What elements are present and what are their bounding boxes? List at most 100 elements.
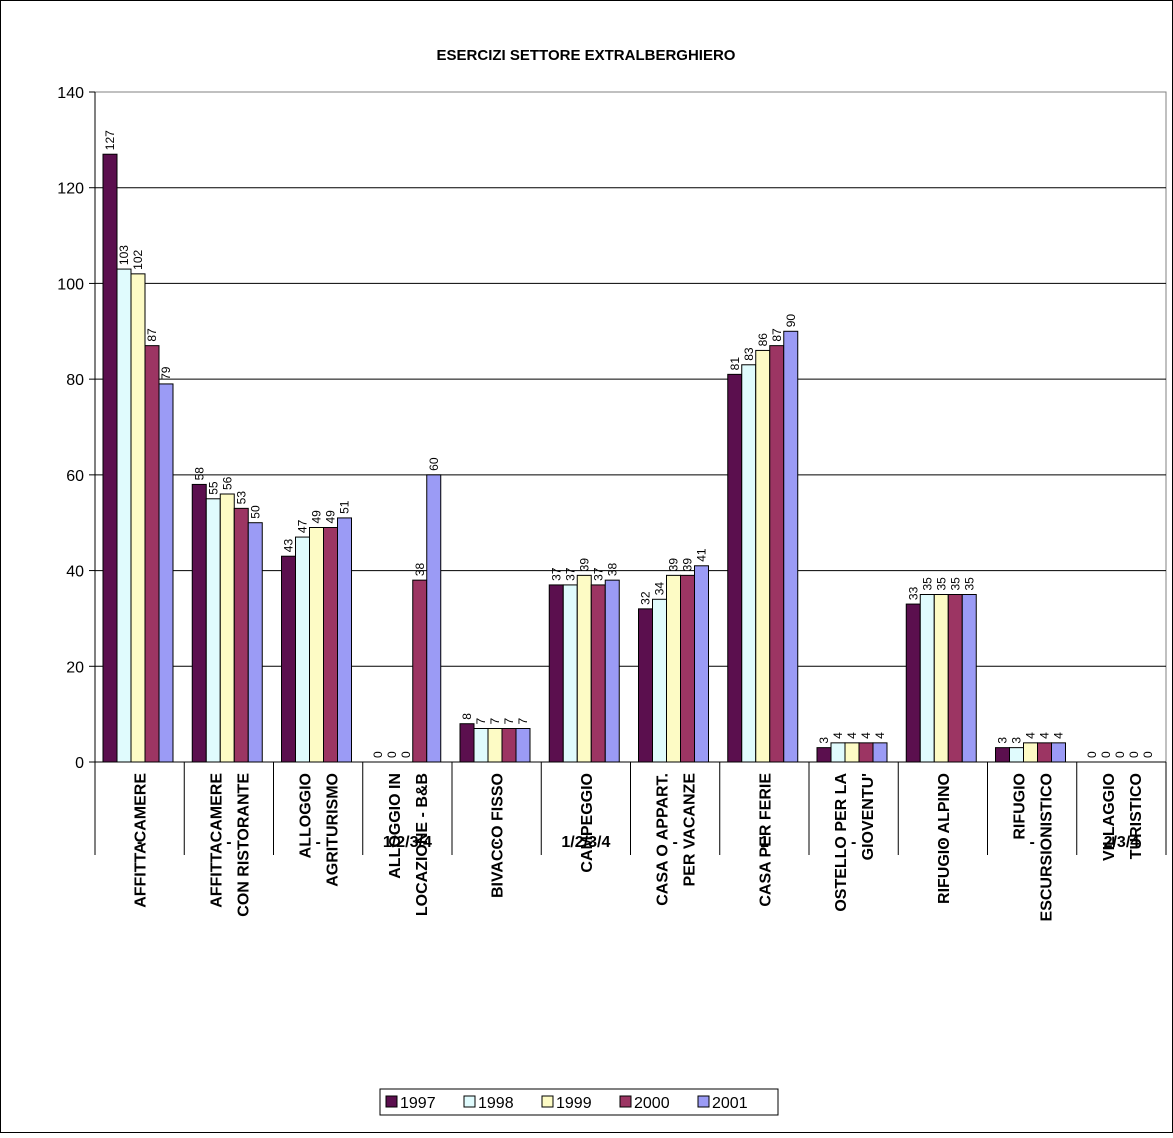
y-tick-label: 20 — [66, 659, 84, 676]
data-label: 87 — [145, 328, 159, 342]
data-label: 55 — [206, 481, 220, 495]
category-label: RIFUGIO — [1012, 773, 1029, 840]
bar-1997 — [727, 373, 743, 763]
data-label: 41 — [695, 548, 709, 562]
category-subtext: - — [494, 834, 499, 851]
data-label: 86 — [756, 333, 770, 347]
legend-swatch-1999 — [541, 1095, 554, 1108]
data-label: 0 — [1141, 751, 1155, 758]
category-subtext: - — [315, 834, 320, 851]
category-label: TURISTICO — [1128, 773, 1145, 859]
data-label: 35 — [920, 577, 934, 591]
data-label: 0 — [371, 751, 385, 758]
bar-1998 — [830, 742, 846, 763]
legend-label: 2000 — [634, 1095, 670, 1112]
chart-title: ESERCIZI SETTORE EXTRALBERGHIERO — [437, 47, 736, 64]
bar-2000 — [144, 345, 160, 763]
data-label: 0 — [1099, 751, 1113, 758]
data-label: 90 — [784, 314, 798, 328]
legend-swatch-2001 — [697, 1095, 710, 1108]
legend: 1997 1998 1999 2000 2001 — [379, 1088, 779, 1116]
bar-1997 — [281, 555, 296, 763]
y-tick-label: 120 — [57, 181, 84, 198]
gridlines — [95, 187, 1166, 667]
y-tick-label: 80 — [66, 372, 84, 389]
category-label: GIOVENTU' — [860, 773, 877, 860]
bar-1999 — [309, 527, 324, 763]
data-label: 8 — [460, 713, 474, 720]
y-tick-label: 40 — [66, 564, 84, 581]
legend-label: 2001 — [712, 1095, 748, 1112]
category-subtext: 1/2/3/4 — [561, 834, 610, 851]
category-subtext: - — [672, 834, 677, 851]
data-label: 7 — [488, 718, 502, 725]
bar-2000 — [858, 742, 874, 763]
data-label: 127 — [103, 130, 117, 150]
bar-2001 — [426, 474, 442, 763]
bar-1999 — [1023, 742, 1038, 763]
y-tick-label: 140 — [57, 85, 84, 102]
legend-box — [379, 1088, 779, 1116]
category-subtext: - — [1029, 834, 1034, 851]
bar-2001 — [158, 383, 174, 763]
data-label: 81 — [728, 357, 742, 371]
category-label: ALLOGGIO IN — [387, 773, 404, 879]
category-label: AFFITTACAMERE — [208, 773, 225, 908]
legend-label: 1997 — [400, 1095, 436, 1112]
data-label: 47 — [296, 519, 310, 533]
category-label: RIFUGIO ALPINO — [936, 773, 953, 904]
category-label: BIVACCO FISSO — [490, 773, 507, 898]
bar-1997 — [816, 747, 832, 763]
y-axis-ticks: 0 20 40 60 80 100 120 140 — [57, 85, 96, 772]
data-label: 37 — [563, 567, 577, 581]
data-label: 7 — [516, 718, 530, 725]
data-label: 0 — [385, 751, 399, 758]
bar-2001 — [783, 330, 799, 763]
plot-area — [94, 91, 1167, 763]
x-axis: AFFITTACAMERE- AFFITTACAMERE CON RISTORANT… — [94, 761, 1167, 921]
bar-1998 — [205, 498, 221, 763]
legend-label: 1999 — [556, 1095, 592, 1112]
bar-1999 — [576, 574, 592, 763]
category-label: CASA PER FERIE — [757, 773, 774, 907]
category-subtext: - — [226, 834, 231, 851]
bar-1997 — [102, 153, 118, 763]
data-label: 4 — [1038, 732, 1052, 739]
category-subtext: 1 — [760, 834, 769, 851]
data-label: 4 — [831, 732, 845, 739]
data-label: 58 — [192, 467, 206, 481]
data-label: 32 — [639, 591, 653, 605]
bar-1997 — [459, 723, 475, 763]
data-label: 38 — [605, 562, 619, 576]
y-tick-label: 100 — [57, 276, 84, 293]
data-label: 49 — [324, 510, 338, 524]
category-label: LOCAZIONE - B&B — [414, 773, 431, 916]
bar-1999 — [130, 273, 146, 763]
category-label: ESCURSIONISTICO — [1039, 773, 1056, 921]
data-label: 83 — [742, 347, 756, 361]
bar-1999 — [219, 493, 235, 763]
legend-label: 1998 — [478, 1095, 514, 1112]
legend-swatch-1997 — [385, 1095, 398, 1108]
data-label: 50 — [248, 505, 262, 519]
y-tick-label: 0 — [75, 755, 84, 772]
bar-1997 — [191, 483, 207, 763]
data-label: 33 — [906, 586, 920, 600]
data-label: 4 — [1024, 732, 1038, 739]
category-subtext: - — [851, 834, 856, 851]
category-label: ALLOGGIO — [298, 773, 315, 858]
data-label: 4 — [859, 732, 873, 739]
data-label: 79 — [159, 366, 173, 380]
bar-1999 — [755, 349, 771, 763]
bar-2001 — [961, 594, 977, 763]
bar-2000 — [501, 728, 517, 763]
category-label: OSTELLO PER LA — [833, 773, 850, 912]
data-label: 4 — [845, 732, 859, 739]
bar-2000 — [947, 594, 963, 763]
data-label: 39 — [667, 558, 681, 572]
data-label: 103 — [117, 245, 131, 265]
data-label: 60 — [427, 457, 441, 471]
bar-2001 — [337, 517, 352, 763]
